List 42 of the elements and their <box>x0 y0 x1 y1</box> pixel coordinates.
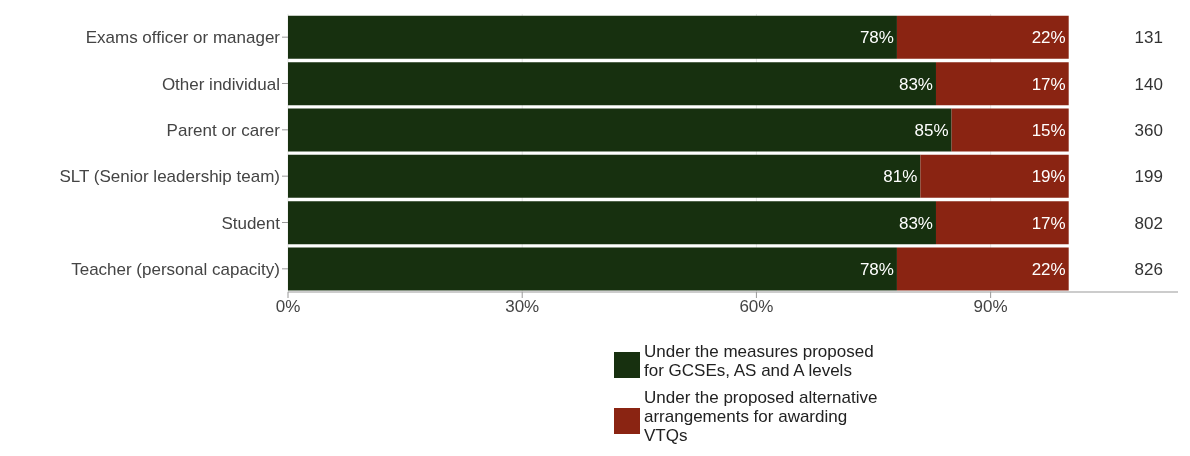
legend-label: Under the measures proposed for GCSEs, AS and A levels <box>644 342 875 380</box>
bar <box>896 15 1069 59</box>
bar <box>951 108 1069 152</box>
data-label: 22% <box>1031 28 1066 48</box>
data-label: 17% <box>1031 74 1066 94</box>
bar <box>288 154 921 198</box>
y-tick-label: Exams officer or manager <box>85 28 281 48</box>
y-tick-label: Teacher (personal capacity) <box>71 259 280 279</box>
bar <box>288 62 936 106</box>
annotation: 802 <box>1134 213 1163 233</box>
bar <box>288 15 897 59</box>
legend-label: Under the proposed alternative arrangements for awarding VTQs <box>644 388 879 445</box>
bar <box>288 247 897 291</box>
annotation: 826 <box>1134 260 1163 280</box>
y-tick-label: Student <box>221 213 281 233</box>
data-label: 78% <box>859 260 894 280</box>
annotation: 131 <box>1134 28 1163 48</box>
x-tick-label: 60% <box>739 297 774 317</box>
data-label: 83% <box>898 74 933 94</box>
x-tick-label: 30% <box>505 297 540 317</box>
annotation: 199 <box>1134 167 1163 187</box>
bar <box>288 108 952 152</box>
data-label: 15% <box>1031 121 1066 141</box>
bar <box>896 247 1069 291</box>
y-tick-label: Parent or carer <box>166 120 281 140</box>
data-label: 85% <box>914 121 949 141</box>
bar <box>288 201 936 245</box>
data-label: 19% <box>1031 167 1066 187</box>
bar <box>935 201 1069 245</box>
annotation: 360 <box>1134 121 1163 141</box>
annotation: 140 <box>1134 74 1163 94</box>
data-label: 81% <box>883 167 918 187</box>
bar <box>920 154 1069 198</box>
data-label: 83% <box>898 213 933 233</box>
y-tick-label: Other individual <box>161 74 280 94</box>
x-tick-label: 90% <box>973 297 1008 317</box>
data-label: 78% <box>859 28 894 48</box>
data-label: 17% <box>1031 213 1066 233</box>
x-tick-label: 0% <box>275 297 301 317</box>
y-tick-label: SLT (Senior leadership team) <box>59 167 280 187</box>
bar <box>935 62 1069 106</box>
data-label: 22% <box>1031 260 1066 280</box>
